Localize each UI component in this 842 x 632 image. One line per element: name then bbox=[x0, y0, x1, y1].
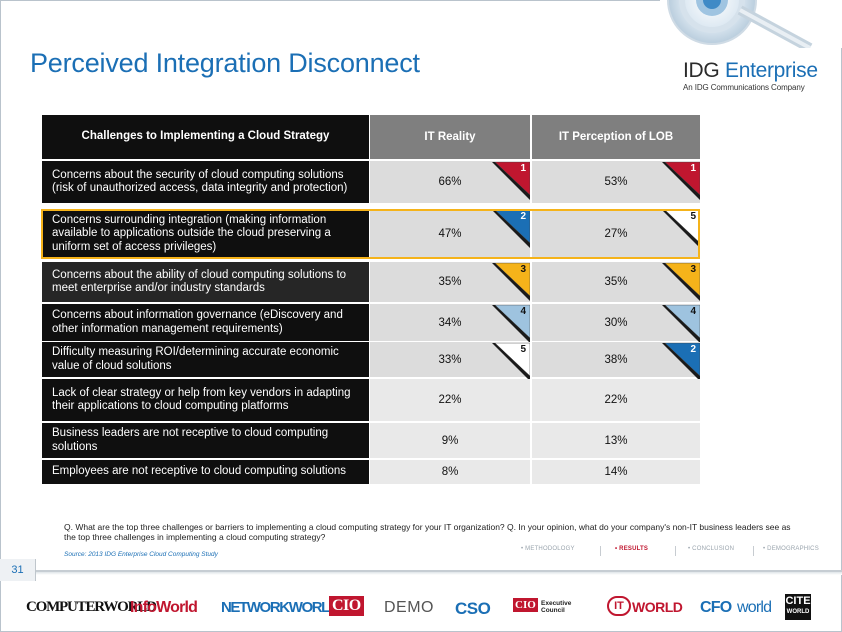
brand-name-enterprise: Enterprise bbox=[724, 59, 818, 82]
lob-perception-value: 38% bbox=[532, 342, 700, 377]
rank-number: 1 bbox=[690, 163, 696, 174]
publication-logos: COMPUTERWORLD InfoWorld NETWORKWORLD CIO… bbox=[0, 592, 842, 628]
citeworld-logo-world: WORLD bbox=[786, 609, 810, 615]
lens-icon bbox=[660, 0, 842, 48]
lob-perception-value: 22% bbox=[532, 379, 700, 421]
survey-question: Q. What are the top three challenges or … bbox=[64, 522, 791, 542]
rank-number: 2 bbox=[690, 344, 696, 355]
lob-perception-value: 14% bbox=[532, 460, 700, 484]
rank-ribbon-icon bbox=[662, 263, 700, 301]
row-label: Concerns surrounding integration (making… bbox=[42, 209, 369, 259]
table-row: Concerns about the security of cloud com… bbox=[42, 161, 700, 203]
table-row: Business leaders are not receptive to cl… bbox=[42, 423, 700, 458]
section-nav: • METHODOLOGY • RESULTS • CONCLUSION • D… bbox=[505, 546, 835, 558]
table-row: Difficulty measuring ROI/determining acc… bbox=[42, 342, 700, 381]
cfoworld-logo-cfo: CFO bbox=[700, 599, 732, 616]
nav-divider bbox=[753, 546, 754, 556]
row-label: Concerns about the security of cloud com… bbox=[42, 161, 369, 203]
table-row: Lack of clear strategy or help from key … bbox=[42, 379, 700, 421]
rank-number: 1 bbox=[520, 163, 526, 174]
rank-ribbon-icon bbox=[492, 263, 530, 301]
cfoworld-logo-world: world bbox=[737, 599, 772, 616]
nav-demographics[interactable]: • DEMOGRAPHICS bbox=[763, 546, 819, 552]
lob-perception-value: 30% bbox=[532, 304, 700, 341]
decorative-lens-graphic bbox=[660, 0, 842, 48]
row-label: Concerns about information governance (e… bbox=[42, 304, 369, 341]
cio-logo: CIO bbox=[329, 596, 364, 616]
it-reality-value: 22% bbox=[370, 379, 530, 421]
row-label: Lack of clear strategy or help from key … bbox=[42, 379, 369, 421]
header-challenges: Challenges to Implementing a Cloud Strat… bbox=[42, 115, 369, 159]
row-label: Business leaders are not receptive to cl… bbox=[42, 423, 369, 458]
nav-divider bbox=[675, 546, 676, 556]
rank-ribbon-icon bbox=[492, 305, 530, 343]
row-label: Employees are not receptive to cloud com… bbox=[42, 460, 369, 484]
nav-divider bbox=[600, 546, 601, 556]
brand-tagline: An IDG Communications Company bbox=[683, 83, 805, 92]
rank-ribbon-icon bbox=[492, 162, 530, 200]
footer-divider-shadow bbox=[36, 572, 842, 575]
executive-council-text: Executive Council bbox=[541, 600, 572, 614]
rank-badge: 3 bbox=[662, 263, 700, 301]
rank-number: 4 bbox=[520, 306, 526, 317]
rank-number: 4 bbox=[690, 306, 696, 317]
rank-badge: 5 bbox=[492, 343, 530, 381]
header-it-perception-lob: IT Perception of LOB bbox=[532, 115, 700, 159]
rank-badge: 5 bbox=[662, 210, 700, 248]
rank-badge: 2 bbox=[492, 210, 530, 248]
demo-logo: DEMO bbox=[384, 599, 434, 616]
citeworld-logo: CITE WORLD bbox=[785, 594, 811, 620]
footer-divider bbox=[36, 570, 842, 572]
page-number: 31 bbox=[0, 559, 36, 581]
rank-badge: 4 bbox=[662, 305, 700, 343]
table-row: Concerns surrounding integration (making… bbox=[42, 209, 700, 259]
rank-badge: 1 bbox=[492, 162, 530, 200]
page-title: Perceived Integration Disconnect bbox=[30, 48, 420, 78]
computerworld-logo: COMPUTERWORLD bbox=[26, 599, 157, 615]
cio-executive-council-logo: CIO bbox=[513, 598, 538, 612]
rank-ribbon-icon bbox=[492, 343, 530, 381]
nav-methodology[interactable]: • METHODOLOGY bbox=[521, 546, 575, 552]
idg-enterprise-logo: IDG Enterprise An IDG Communications Com… bbox=[683, 60, 823, 93]
rank-number: 5 bbox=[520, 344, 526, 355]
rank-badge: 3 bbox=[492, 263, 530, 301]
rank-badge: 2 bbox=[662, 343, 700, 381]
brand-name-idg: IDG bbox=[683, 59, 720, 82]
it-reality-value: 9% bbox=[370, 423, 530, 458]
infoworld-logo: InfoWorld bbox=[130, 599, 198, 616]
source-note: Source: 2013 IDG Enterprise Cloud Comput… bbox=[64, 551, 218, 558]
brand-name: IDG Enterprise bbox=[683, 60, 823, 82]
rank-number: 3 bbox=[690, 264, 696, 275]
table-row: Concerns about information governance (e… bbox=[42, 304, 700, 343]
rank-ribbon-icon bbox=[662, 210, 700, 248]
rank-ribbon-icon bbox=[662, 162, 700, 200]
citeworld-logo-cite: CITE bbox=[785, 595, 811, 607]
lob-perception-value: 13% bbox=[532, 423, 700, 458]
rank-ribbon-icon bbox=[662, 305, 700, 343]
rank-number: 2 bbox=[520, 211, 526, 222]
nav-conclusion[interactable]: • CONCLUSION bbox=[688, 546, 735, 552]
rank-badge: 1 bbox=[662, 162, 700, 200]
table-header-row: Challenges to Implementing a Cloud Strat… bbox=[42, 115, 700, 159]
networkworld-logo: NETWORKWORLD bbox=[221, 599, 340, 616]
rank-ribbon-icon bbox=[662, 343, 700, 381]
nav-results[interactable]: • RESULTS bbox=[615, 546, 649, 552]
header-it-reality: IT Reality bbox=[370, 115, 530, 159]
table-row: Employees are not receptive to cloud com… bbox=[42, 460, 700, 484]
row-label: Concerns about the ability of cloud comp… bbox=[42, 262, 369, 302]
rank-badge: 4 bbox=[492, 305, 530, 343]
rank-number: 3 bbox=[520, 264, 526, 275]
table-row: Concerns about the ability of cloud comp… bbox=[42, 262, 700, 302]
lob-perception-value: 35% bbox=[532, 262, 700, 302]
it-reality-value: 8% bbox=[370, 460, 530, 484]
cso-logo: CSO bbox=[455, 599, 491, 618]
rank-number: 5 bbox=[690, 211, 696, 222]
rank-ribbon-icon bbox=[492, 210, 530, 248]
itworld-logo-mark: IT bbox=[607, 596, 631, 616]
row-label: Difficulty measuring ROI/determining acc… bbox=[42, 342, 369, 377]
itworld-logo-text: WORLD bbox=[632, 599, 683, 615]
